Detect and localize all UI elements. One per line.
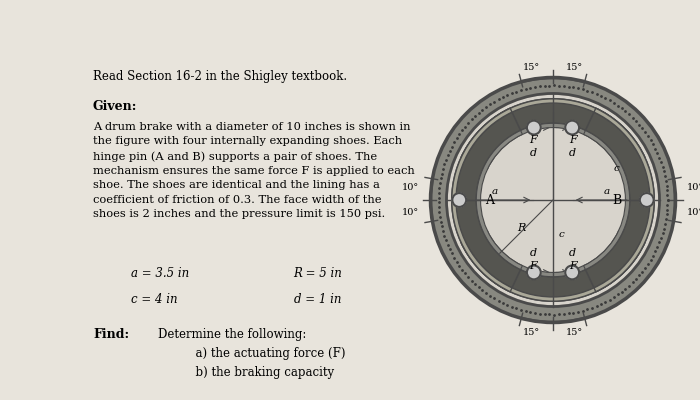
Text: c: c [614,164,620,172]
Text: 15°: 15° [523,64,540,72]
Wedge shape [584,130,630,270]
Circle shape [527,121,540,134]
Text: R = 5 in: R = 5 in [294,267,342,280]
Circle shape [430,78,676,322]
Wedge shape [461,241,645,301]
Text: A: A [484,194,494,206]
Wedge shape [452,108,521,292]
Wedge shape [484,231,622,277]
Circle shape [640,193,654,207]
Text: Read Section 16-2 in the Shigley textbook.: Read Section 16-2 in the Shigley textboo… [93,70,347,82]
Text: 15°: 15° [566,64,583,72]
Text: F: F [569,135,577,145]
Text: a: a [603,187,609,196]
Text: d: d [530,148,537,158]
Text: F: F [529,135,537,145]
Text: F: F [529,261,537,271]
Text: c: c [559,230,564,238]
Text: 10°: 10° [402,208,419,217]
Text: 15°: 15° [566,328,583,336]
Text: a = 3.5 in: a = 3.5 in [131,267,189,280]
Text: 10°: 10° [687,208,700,217]
Text: B: B [612,194,622,206]
Wedge shape [585,108,654,292]
Text: 10°: 10° [402,183,419,192]
Wedge shape [461,232,645,301]
Text: A drum brake with a diameter of 10 inches is shown in
the figure with four inter: A drum brake with a diameter of 10 inche… [93,122,414,219]
Text: d = 1 in: d = 1 in [294,293,341,306]
Wedge shape [461,99,645,168]
Text: d: d [569,248,576,258]
Circle shape [452,193,466,207]
Circle shape [566,121,579,134]
Circle shape [449,96,657,304]
Text: R: R [517,223,525,233]
Text: d: d [569,148,576,158]
Wedge shape [461,99,645,159]
Wedge shape [452,108,512,292]
Text: Find:: Find: [93,328,129,341]
Text: 15°: 15° [523,328,540,336]
Text: d: d [530,248,537,258]
Text: c = 4 in: c = 4 in [131,293,178,306]
Wedge shape [476,130,522,270]
Text: Given:: Given: [93,100,137,113]
Text: Determine the following:
          a) the actuating force (F)
          b) the b: Determine the following: a) the actuatin… [158,328,346,379]
Text: 10°: 10° [687,183,700,192]
Wedge shape [594,108,654,292]
Circle shape [566,266,579,279]
Text: a: a [491,187,498,196]
Circle shape [527,266,540,279]
Wedge shape [484,123,622,169]
Text: F: F [569,261,577,271]
